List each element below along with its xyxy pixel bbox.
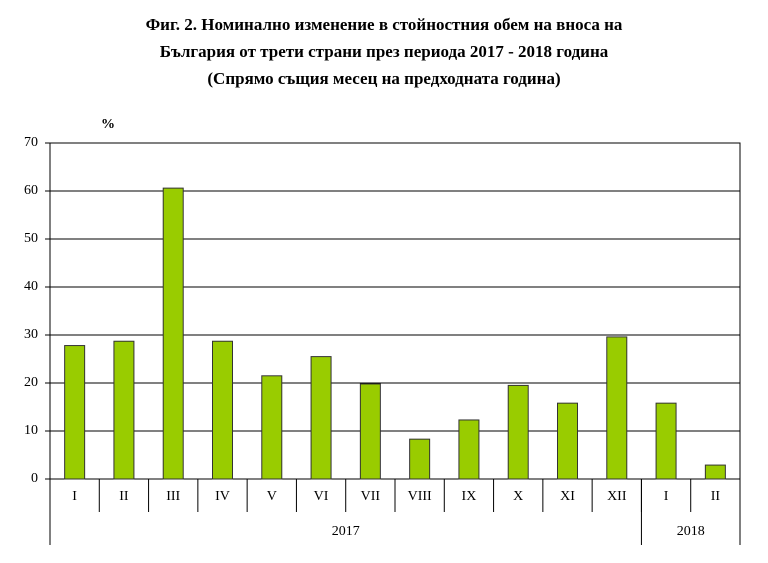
y-tick-label: 0: [31, 471, 38, 486]
bar: [458, 419, 480, 480]
y-tick-label: 10: [24, 423, 38, 438]
x-tick-label: V: [267, 489, 277, 504]
bar: [64, 345, 86, 480]
bar: [162, 187, 184, 480]
bar: [261, 375, 283, 480]
y-tick-label: 30: [24, 327, 38, 342]
y-tick-label: 70: [24, 135, 38, 150]
x-tick-label: II: [119, 489, 129, 504]
bar: [359, 383, 381, 480]
y-tick-label: 60: [24, 183, 38, 198]
plot-frame: [49, 142, 741, 480]
chart-title: (Спрямо същия месец на предходната годин…: [207, 69, 560, 88]
group-label: 2018: [677, 524, 705, 539]
y-tick-label: 40: [24, 279, 38, 294]
x-tick-label: I: [72, 489, 77, 504]
y-tick-label: 20: [24, 375, 38, 390]
x-tick-label: III: [166, 489, 180, 504]
chart-title: Фиг. 2. Номинално изменение в стойностни…: [146, 15, 623, 34]
x-tick-label: XII: [607, 489, 627, 504]
chart-title: България от трети страни през периода 20…: [160, 42, 609, 61]
bar: [310, 356, 332, 480]
bar: [606, 336, 628, 480]
y-tick-label: 50: [24, 231, 38, 246]
bar: [704, 464, 726, 480]
x-tick-label: VII: [361, 489, 381, 504]
y-axis-label: %: [101, 117, 115, 132]
bar: [113, 340, 135, 480]
x-tick-label: VIII: [408, 489, 432, 504]
bar: [655, 402, 677, 480]
bar: [212, 340, 233, 480]
x-tick-label: X: [513, 489, 523, 504]
x-tick-label: IX: [462, 489, 477, 504]
group-label: 2017: [332, 524, 360, 539]
x-tick-label: VI: [314, 489, 329, 504]
x-tick-label: XI: [560, 489, 575, 504]
x-tick-label: I: [664, 489, 669, 504]
bar: [409, 438, 431, 480]
bar: [557, 402, 578, 480]
x-tick-label: IV: [215, 489, 230, 504]
x-tick-label: II: [711, 489, 721, 504]
bar: [507, 384, 529, 480]
